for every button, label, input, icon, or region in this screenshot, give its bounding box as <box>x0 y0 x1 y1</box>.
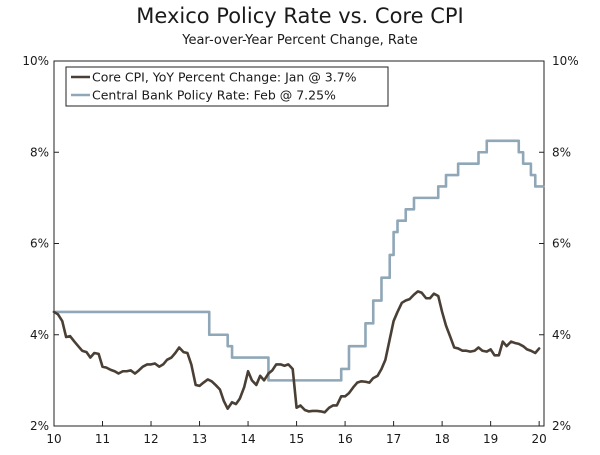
legend-label-core-cpi: Core CPI, YoY Percent Change: Jan @ 3.7% <box>92 70 357 85</box>
y-tick-label-right: 6% <box>552 237 571 251</box>
series-layer <box>52 139 545 414</box>
chart-title: Mexico Policy Rate vs. Core CPI <box>136 4 464 28</box>
legend-label-policy-rate: Central Bank Policy Rate: Feb @ 7.25% <box>92 88 336 103</box>
x-tick-label: 17 <box>386 432 401 446</box>
y-tick-label-right: 2% <box>552 419 571 433</box>
y-tick-label-left: 2% <box>30 419 49 433</box>
y-tick-label-left: 10% <box>22 54 49 68</box>
x-axis: 10 11 12 13 14 15 16 17 18 19 20 <box>46 421 547 446</box>
core-cpi-line <box>52 290 541 414</box>
x-tick-label: 13 <box>192 432 207 446</box>
y-tick-label-right: 8% <box>552 145 571 159</box>
x-tick-label: 18 <box>434 432 449 446</box>
y-tick-label-left: 8% <box>30 145 49 159</box>
x-tick-label: 10 <box>46 432 61 446</box>
y-axis-right: 2% 4% 6% 8% 10% <box>539 54 579 433</box>
x-tick-label: 15 <box>289 432 304 446</box>
legend: Core CPI, YoY Percent Change: Jan @ 3.7%… <box>65 66 389 107</box>
x-tick-label: 11 <box>95 432 110 446</box>
chart-subtitle: Year-over-Year Percent Change, Rate <box>182 33 418 48</box>
x-tick-label: 14 <box>240 432 255 446</box>
y-tick-label-right: 4% <box>552 328 571 342</box>
x-tick-label: 20 <box>532 432 547 446</box>
y-tick-label-left: 6% <box>30 237 49 251</box>
y-axis-left: 2% 4% 6% 8% 10% <box>22 54 59 433</box>
policy-rate-line <box>52 139 545 382</box>
y-tick-label-left: 4% <box>30 328 49 342</box>
y-tick-label-right: 10% <box>552 54 579 68</box>
x-tick-label: 16 <box>337 432 352 446</box>
x-tick-label: 19 <box>483 432 498 446</box>
x-tick-label: 12 <box>143 432 158 446</box>
legend-box <box>65 66 389 107</box>
